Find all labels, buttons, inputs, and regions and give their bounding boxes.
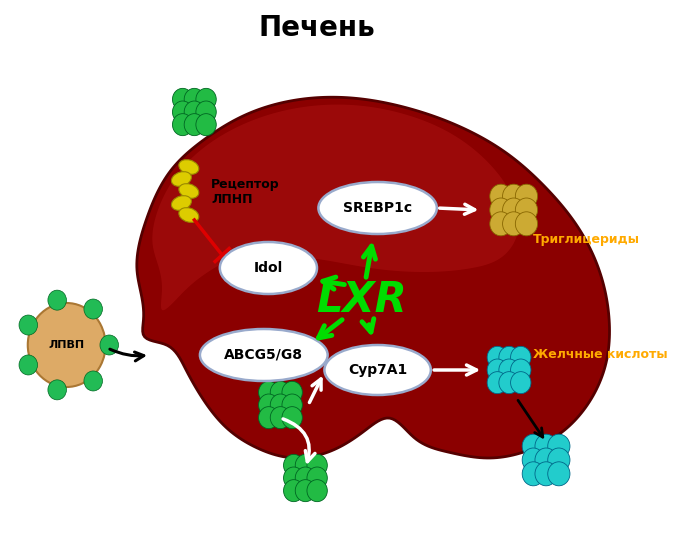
Circle shape xyxy=(515,212,538,236)
PathPatch shape xyxy=(153,105,519,310)
Text: ABCG5/G8: ABCG5/G8 xyxy=(224,348,303,362)
Circle shape xyxy=(535,462,557,486)
Circle shape xyxy=(307,454,328,476)
Text: Желчные кислоты: Желчные кислоты xyxy=(533,349,668,362)
Circle shape xyxy=(499,347,519,368)
Circle shape xyxy=(522,462,544,486)
Circle shape xyxy=(282,381,302,403)
Circle shape xyxy=(284,480,304,501)
Text: SREBP1c: SREBP1c xyxy=(343,201,412,215)
Circle shape xyxy=(548,462,570,486)
Ellipse shape xyxy=(172,195,192,210)
Circle shape xyxy=(259,394,279,416)
Circle shape xyxy=(510,372,531,394)
Circle shape xyxy=(270,381,291,403)
Ellipse shape xyxy=(200,329,328,381)
Circle shape xyxy=(284,467,304,489)
Circle shape xyxy=(184,101,205,123)
Circle shape xyxy=(499,372,519,394)
Text: Cyp7A1: Cyp7A1 xyxy=(348,363,407,377)
Circle shape xyxy=(295,480,315,501)
Circle shape xyxy=(282,394,302,416)
Circle shape xyxy=(487,372,508,394)
Circle shape xyxy=(196,114,216,136)
Circle shape xyxy=(84,299,103,319)
Circle shape xyxy=(295,467,315,489)
Text: Рецептор
ЛПНП: Рецептор ЛПНП xyxy=(211,178,280,206)
Circle shape xyxy=(84,371,103,391)
Circle shape xyxy=(307,467,328,489)
Circle shape xyxy=(503,212,525,236)
Circle shape xyxy=(259,381,279,403)
Circle shape xyxy=(499,359,519,381)
Circle shape xyxy=(19,315,38,335)
Circle shape xyxy=(490,198,512,222)
Text: Триглицериды: Триглицериды xyxy=(533,233,640,247)
Circle shape xyxy=(295,454,315,476)
Circle shape xyxy=(284,454,304,476)
Circle shape xyxy=(503,184,525,208)
PathPatch shape xyxy=(137,97,609,458)
Text: Idol: Idol xyxy=(254,261,283,275)
Circle shape xyxy=(19,355,38,375)
Circle shape xyxy=(307,480,328,501)
Circle shape xyxy=(270,394,291,416)
Circle shape xyxy=(490,184,512,208)
Circle shape xyxy=(100,335,118,355)
Ellipse shape xyxy=(179,208,199,222)
Ellipse shape xyxy=(220,242,317,294)
Circle shape xyxy=(515,184,538,208)
Circle shape xyxy=(270,407,291,429)
Circle shape xyxy=(48,380,66,400)
Circle shape xyxy=(48,290,66,310)
Circle shape xyxy=(184,88,205,111)
Circle shape xyxy=(487,359,508,381)
Circle shape xyxy=(172,88,193,111)
Circle shape xyxy=(515,198,538,222)
Ellipse shape xyxy=(324,345,431,395)
Circle shape xyxy=(172,101,193,123)
Ellipse shape xyxy=(179,160,199,174)
Text: Печень: Печень xyxy=(258,14,375,42)
Circle shape xyxy=(28,303,105,387)
Circle shape xyxy=(172,114,193,136)
Circle shape xyxy=(503,198,525,222)
Circle shape xyxy=(196,101,216,123)
Circle shape xyxy=(535,448,557,472)
Circle shape xyxy=(548,448,570,472)
Ellipse shape xyxy=(318,182,437,234)
Circle shape xyxy=(522,448,544,472)
Circle shape xyxy=(510,359,531,381)
Ellipse shape xyxy=(172,171,192,186)
Text: LXR: LXR xyxy=(315,279,406,321)
Circle shape xyxy=(522,434,544,458)
Circle shape xyxy=(196,88,216,111)
Circle shape xyxy=(548,434,570,458)
Circle shape xyxy=(184,114,205,136)
Ellipse shape xyxy=(179,184,199,198)
Circle shape xyxy=(510,347,531,368)
Circle shape xyxy=(487,347,508,368)
Circle shape xyxy=(490,212,512,236)
Circle shape xyxy=(535,434,557,458)
Circle shape xyxy=(259,407,279,429)
Circle shape xyxy=(282,407,302,429)
Text: ЛПВП: ЛПВП xyxy=(49,340,85,350)
